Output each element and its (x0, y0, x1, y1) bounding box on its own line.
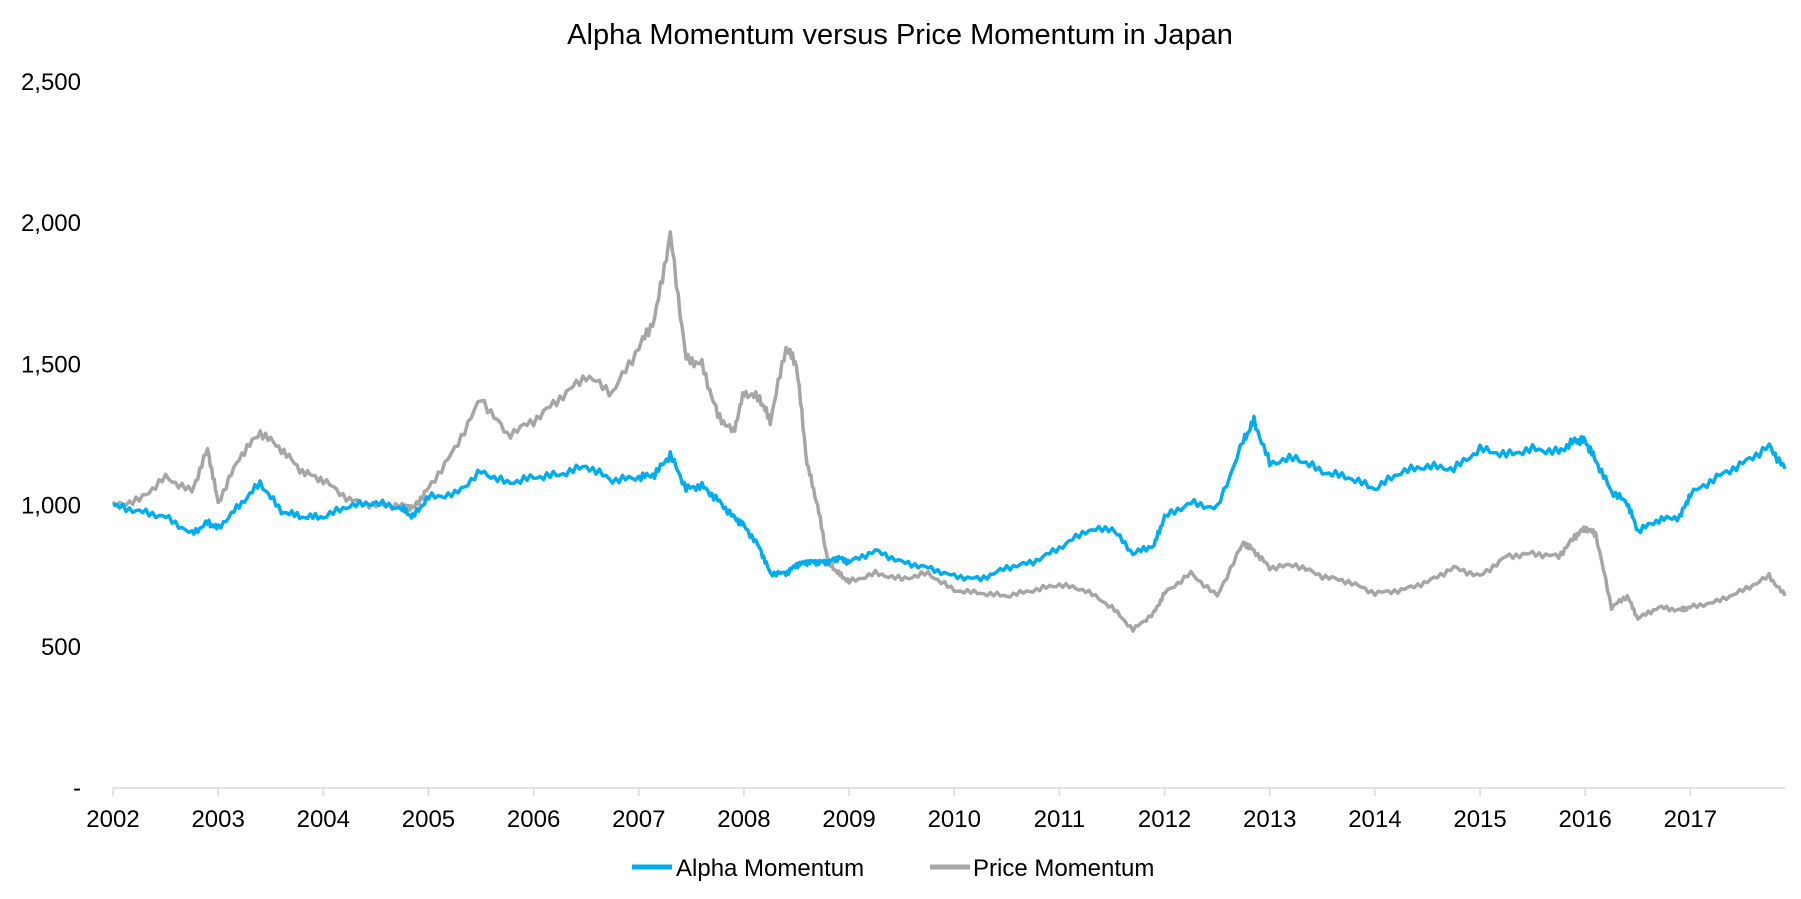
y-tick-label: - (73, 775, 81, 802)
y-tick-label: 2,500 (21, 69, 81, 96)
x-tick-label: 2003 (191, 806, 244, 833)
chart-title: Alpha Momentum versus Price Momentum in … (567, 19, 1233, 51)
series-line-alpha-momentum (112, 414, 1787, 583)
legend-label: Alpha Momentum (676, 855, 864, 882)
series-line-price-momentum (111, 230, 1787, 633)
x-axis-ticks: 2002 2003 2004 2005 2006 2007 2008 2009 2010 2011… (86, 788, 1717, 833)
x-tick-label: 2009 (822, 806, 875, 833)
x-tick-label: 2010 (928, 806, 981, 833)
x-tick-label: 2005 (402, 806, 455, 833)
y-tick-label: 2,000 (21, 210, 81, 237)
x-tick-label: 2011 (1034, 806, 1086, 833)
plot-lines (111, 230, 1787, 633)
y-tick-label: 1,500 (21, 351, 81, 378)
y-tick-label: 1,000 (21, 493, 81, 520)
x-tick-label: 2012 (1138, 806, 1191, 833)
legend: Alpha Momentum Price Momentum (632, 855, 1154, 882)
y-axis-ticks: - 500 1,000 1,500 2,000 2,500 (21, 69, 81, 802)
x-tick-label: 2015 (1453, 806, 1506, 833)
x-tick-label: 2017 (1664, 806, 1717, 833)
x-tick-label: 2006 (507, 806, 560, 833)
x-tick-label: 2008 (717, 806, 770, 833)
x-tick-label: 2007 (612, 806, 665, 833)
x-tick-label: 2014 (1348, 806, 1401, 833)
x-tick-label: 2013 (1243, 806, 1296, 833)
x-tick-label: 2016 (1559, 806, 1612, 833)
legend-label: Price Momentum (973, 855, 1154, 882)
x-tick-label: 2004 (297, 806, 350, 833)
x-tick-label: 2002 (86, 806, 139, 833)
y-tick-label: 500 (41, 634, 81, 661)
